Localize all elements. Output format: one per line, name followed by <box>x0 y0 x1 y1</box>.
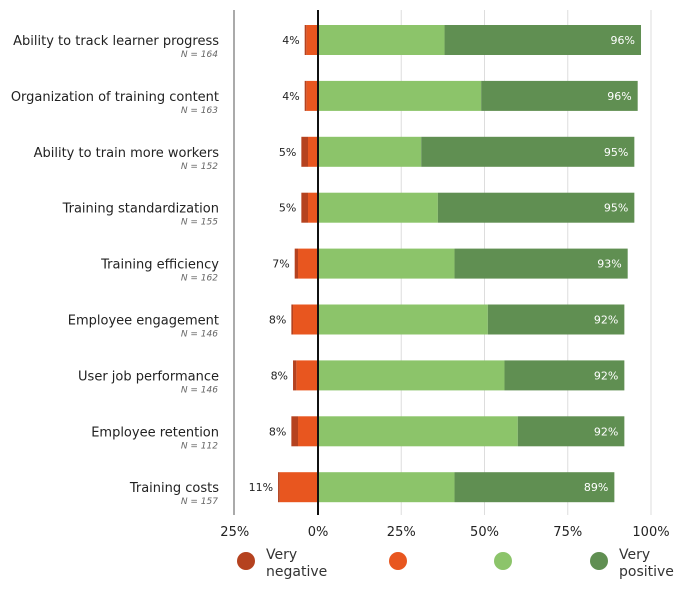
bar-negative <box>308 136 318 167</box>
negative-total-label: 4% <box>282 90 299 103</box>
category-label: Employee retention <box>91 425 219 440</box>
legend-swatch <box>389 552 407 570</box>
bar-very-negative <box>291 416 299 447</box>
axes <box>233 10 319 515</box>
x-tick-label: 50% <box>470 525 499 540</box>
negative-total-label: 11% <box>249 481 273 494</box>
x-tick-label: 0% <box>308 525 329 540</box>
bar-very-positive <box>487 304 625 335</box>
positive-total-label: 95% <box>604 146 628 159</box>
x-tick-label: 25% <box>387 525 416 540</box>
legend-label-line: negative <box>266 564 327 580</box>
legend-label: Very negative <box>266 547 327 580</box>
bar-very-negative <box>294 248 299 279</box>
category-label: Organization of training content <box>11 90 219 105</box>
bar-positive <box>318 472 455 503</box>
positive-total-label: 92% <box>594 314 618 327</box>
bar-negative <box>298 248 318 279</box>
bar-negative <box>298 416 318 447</box>
bar-very-positive <box>444 25 642 55</box>
positive-total-label: 95% <box>604 202 628 215</box>
sample-size-label: N = 163 <box>181 106 218 116</box>
positive-total-label: 96% <box>611 34 635 47</box>
legend-swatch <box>237 552 255 570</box>
positive-total-label: 93% <box>597 258 621 271</box>
sample-size-label: N = 162 <box>181 274 218 284</box>
category-label: User job performance <box>78 369 219 384</box>
value-labels: 4% 96% 4% 96% 5% 95% 5% 95% 7% 93% 8% 92% 8% 92% 8% 92%… <box>249 34 635 494</box>
sample-size-label: N = 152 <box>181 162 218 172</box>
legend-label: Very positive <box>619 547 674 580</box>
sample-size-label: N = 112 <box>181 441 218 451</box>
category-label: Ability to track learner progress <box>13 34 219 49</box>
bar-very-negative <box>291 304 294 335</box>
bar-positive <box>318 360 505 391</box>
negative-total-label: 8% <box>271 369 288 382</box>
bar-positive <box>318 136 422 167</box>
positive-total-label: 92% <box>594 369 618 382</box>
bar-very-negative <box>278 472 280 503</box>
bar-positive <box>318 80 482 111</box>
bar-very-positive <box>504 360 625 391</box>
bar-very-negative <box>304 80 307 111</box>
x-tick-label: 25% <box>220 525 249 540</box>
negative-total-label: 5% <box>279 202 296 215</box>
bar-positive <box>318 192 438 223</box>
legend-label-line: Very <box>619 547 650 563</box>
negative-total-label: 4% <box>282 34 299 47</box>
bar-negative <box>296 360 318 391</box>
legend-label-line: positive <box>619 564 674 580</box>
bar-very-positive <box>454 248 628 279</box>
legend-swatch <box>494 552 512 570</box>
category-label: Employee engagement <box>68 314 219 329</box>
x-tick-label: 100% <box>632 525 669 540</box>
bar-negative <box>293 304 318 335</box>
bar-negative <box>279 472 318 503</box>
sample-size-label: N = 157 <box>181 497 218 507</box>
bar-very-positive <box>437 192 635 223</box>
category-label: Training efficiency <box>100 258 219 273</box>
bar-positive <box>318 416 518 447</box>
category-label: Training standardization <box>62 202 219 217</box>
negative-total-label: 8% <box>269 314 286 327</box>
legend-swatch <box>590 552 608 570</box>
category-label: Training costs <box>129 481 219 496</box>
bar-very-negative <box>301 136 309 167</box>
negative-total-label: 5% <box>279 146 296 159</box>
sample-size-label: N = 146 <box>181 330 218 340</box>
positive-total-label: 92% <box>594 425 618 438</box>
bar-positive <box>318 304 488 335</box>
bar-very-positive <box>421 136 635 167</box>
category-label: Ability to train more workers <box>34 146 220 161</box>
negative-total-label: 7% <box>272 258 289 271</box>
positive-total-label: 89% <box>584 481 608 494</box>
x-tick-label: 75% <box>553 525 582 540</box>
bar-very-positive <box>454 472 615 503</box>
bar-very-positive <box>517 416 625 447</box>
bar-very-negative <box>293 360 297 391</box>
bar-very-negative <box>301 192 309 223</box>
bar-negative <box>306 80 318 111</box>
bar-very-negative <box>304 25 307 55</box>
sample-size-label: N = 164 <box>181 50 218 60</box>
bar-positive <box>318 248 455 279</box>
legend-label-line: Very <box>266 547 297 563</box>
bars <box>278 25 642 503</box>
bar-very-positive <box>481 80 638 111</box>
sample-size-label: N = 155 <box>181 218 218 228</box>
bar-negative <box>308 192 318 223</box>
x-tick-labels: 25% 0% 25% 50% 75% 100% <box>220 525 669 540</box>
bar-negative <box>306 25 318 55</box>
negative-total-label: 8% <box>269 425 286 438</box>
sample-size-label: N = 146 <box>181 385 218 395</box>
bar-positive <box>318 25 445 55</box>
positive-total-label: 96% <box>607 90 631 103</box>
